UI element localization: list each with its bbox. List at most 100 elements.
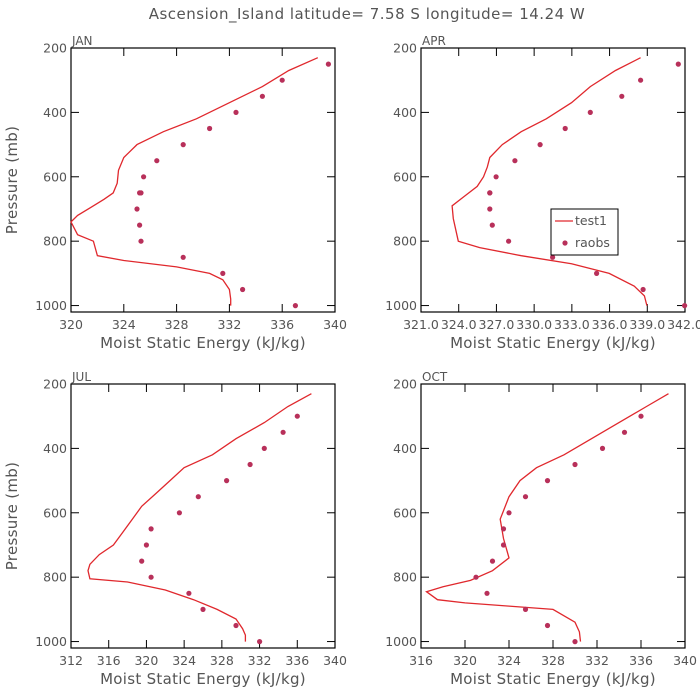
apr-series-test1-line [451,57,648,306]
apr-raobs-point [487,206,493,212]
apr-raobs-point [512,158,518,164]
jul-xtick-label: 312 [59,653,83,668]
apr-ytick-label: 800 [393,234,417,249]
oct-xtick-label: 320 [453,653,477,668]
jan-raobs-point [180,142,186,148]
jan-raobs-point [180,254,186,260]
jul-x-axis-label: Moist Static Energy (kJ/kg) [100,670,306,688]
jan-raobs-point [233,109,239,115]
oct-xtick-label: 332 [585,653,609,668]
legend: test1 raobs [550,208,619,256]
oct-x-axis-label: Moist Static Energy (kJ/kg) [450,670,656,688]
panels: JAN 320 324 328 332 336 340 200 400 600 800 1000 Moi… [3,34,700,688]
oct-raobs-point [506,510,512,516]
apr-raobs-point [493,174,499,180]
apr-raobs-point [506,238,512,244]
jan-xtick-label: 320 [59,317,83,332]
oct-raobs-point [484,590,490,596]
oct-ytick-label: 200 [393,377,417,392]
apr-raobs-point [619,93,625,99]
oct-raobs-point [500,526,507,532]
oct-raobs-point [473,574,479,580]
jan-raobs-point [292,303,298,309]
jan-ytick-label: 400 [43,105,67,120]
legend-entry-raobs: raobs [575,235,610,250]
jan-raobs-point [138,238,144,244]
oct-raobs-point [544,622,551,629]
apr-raobs-point [489,222,495,228]
figure-title: Ascension_Island latitude= 7.58 S longit… [149,5,586,24]
jul-raobs-point [139,558,145,564]
oct-raobs-point [599,445,606,451]
jul-raobs-point [294,413,300,419]
oct-raobs-point [621,429,628,435]
jan-ytick-label: 800 [43,234,67,249]
apr-ytick-label: 400 [393,105,417,120]
jan-ytick-label: 1000 [35,298,67,313]
jul-y-axis-label: Pressure (mb) [3,462,21,571]
jul-ytick-label: 400 [43,441,67,456]
oct-raobs-point [572,461,578,468]
apr-xtick-label: 333.0 [554,317,590,332]
jan-xtick-label: 324 [112,317,136,332]
jan-panel-label: JAN [71,34,93,48]
apr-raobs-point [550,254,556,260]
apr-ytick-label: 600 [393,169,417,184]
jul-raobs-point [195,494,201,500]
jan-raobs-point [325,61,331,67]
legend-point-swatch [562,240,568,246]
jul-raobs-point [233,622,239,629]
jul-xtick-label: 328 [210,653,234,668]
jul-ytick-label: 200 [43,377,67,392]
apr-xtick-label: 327.0 [479,317,515,332]
apr-raobs-point [638,77,644,83]
jan-ytick-label: 200 [43,41,67,56]
jan-xtick-label: 336 [270,317,294,332]
jul-raobs-point [143,542,149,548]
panel-jan: JAN 320 324 328 332 336 340 200 400 600 800 1000 Moi… [3,34,347,352]
oct-ytick-label: 600 [393,505,417,520]
jul-panel-label: JUL [71,370,91,384]
jul-xtick-label: 332 [248,653,272,668]
jan-ytick-label: 600 [43,169,67,184]
apr-raobs-point [682,303,688,309]
apr-xtick-label: 324.0 [441,317,477,332]
oct-xtick-label: 336 [629,653,653,668]
jan-raobs-point [259,93,265,99]
apr-xtick-label: 321.0 [403,317,439,332]
jan-raobs-point [207,125,213,132]
jul-raobs-point [280,429,286,435]
jan-x-axis-label: Moist Static Energy (kJ/kg) [100,334,306,352]
jul-raobs-point [224,478,230,484]
apr-raobs-point [562,125,568,132]
oct-raobs-point [522,606,529,613]
apr-raobs-point [640,286,646,293]
jul-raobs-point [148,574,154,580]
oct-xtick-label: 324 [497,653,521,668]
oct-series-test1-line [425,393,669,642]
oct-raobs-point [522,494,529,500]
jul-raobs-point [257,639,263,645]
jan-raobs-point [220,270,226,276]
apr-ytick-label: 200 [393,41,417,56]
apr-panel-label: APR [422,34,446,48]
jul-series-test1-line [87,393,312,642]
oct-raobs-point [572,639,578,645]
apr-xtick-label: 342.0 [667,317,700,332]
legend-box [550,208,619,256]
jan-raobs-point [154,158,160,164]
jan-raobs-point [134,206,140,212]
oct-plot-frame [420,383,686,649]
jul-raobs-point [186,590,192,596]
oct-ytick-label: 400 [393,441,417,456]
jan-raobs-point [240,286,246,293]
panel-jul: JUL 312 316 320 324 328 332 336 340 200 400 600 800 1… [3,370,347,688]
oct-ytick-label: 800 [393,570,417,585]
jul-ytick-label: 800 [43,570,67,585]
oct-raobs-point [638,413,644,419]
jan-xtick-label: 328 [165,317,189,332]
apr-x-axis-label: Moist Static Energy (kJ/kg) [450,334,656,352]
jan-y-axis-label: Pressure (mb) [3,126,21,235]
jul-raobs-point [176,510,182,516]
